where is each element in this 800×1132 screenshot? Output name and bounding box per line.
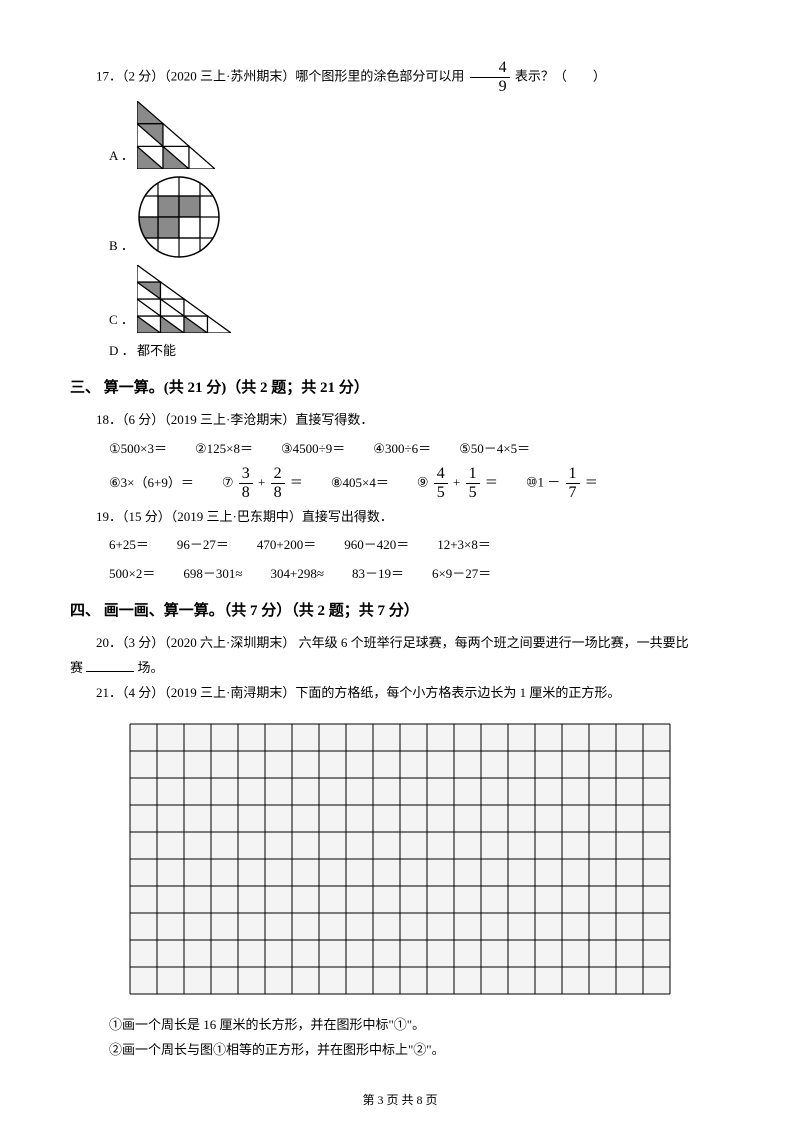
- q17-fraction: 4 9: [470, 60, 510, 95]
- q17-option-b: B ．: [70, 175, 730, 259]
- q20-line2: 赛 场。: [70, 656, 730, 681]
- q18-e1: ①500×3＝: [109, 437, 167, 462]
- q17-option-a: A ．: [70, 101, 730, 169]
- opt-d-label: D ．: [109, 339, 137, 364]
- q21-grid: [70, 723, 730, 995]
- opt-a-label: A ．: [109, 144, 137, 169]
- q19-e6: 500×2＝: [109, 562, 155, 587]
- q19-e1: 6+25＝: [109, 533, 149, 558]
- q18-e7-f1: 38: [239, 466, 253, 501]
- q18-e9-f1: 45: [434, 466, 448, 501]
- q19-stem: 19．（15 分）（2019 三上·巴东期中）直接写出得数．: [70, 505, 730, 530]
- opt-c-label: C ．: [109, 308, 137, 333]
- opt-b-label: B ．: [109, 234, 137, 259]
- triangle-a-icon: [137, 101, 215, 169]
- q21-stem: 21．（4 分）（2019 三上·南浔期末）下面的方格纸，每个小方格表示边长为 …: [70, 681, 730, 706]
- page-footer: 第 3 页 共 8 页: [0, 1091, 800, 1108]
- q18-e6: ⑥3×（6+9）＝: [109, 471, 194, 496]
- circle-grid-icon: [137, 175, 221, 259]
- q18-e8: ⑧405×4＝: [331, 471, 389, 496]
- q18-row1: ①500×3＝ ②125×8＝ ③4500÷9＝ ④300÷6＝ ⑤50－4×5…: [70, 437, 730, 462]
- q20-blank[interactable]: [86, 659, 134, 672]
- q18-e10: ⑩1 － 17 ＝: [526, 466, 598, 501]
- q19-row1: 6+25＝ 96－27＝ 470+200＝ 960－420＝ 12+3×8＝: [70, 533, 730, 558]
- q17-option-c: C ．: [70, 265, 730, 333]
- q20-line1: 20．（3 分）（2020 六上·深圳期末） 六年级 6 个班举行足球赛，每两个…: [70, 631, 730, 656]
- triangle-c-icon: [137, 265, 231, 333]
- q18-row2: ⑥3×（6+9）＝ ⑦ 38 + 28 ＝ ⑧405×4＝ ⑨ 45 + 15 …: [70, 466, 730, 501]
- q18-e7-f2: 28: [271, 466, 285, 501]
- q19-row2: 500×2＝ 698－301≈ 304+298≈ 83－19＝ 6×9－27＝: [70, 562, 730, 587]
- grid-icon: [129, 723, 671, 995]
- q18-e3: ③4500÷9＝: [281, 437, 345, 462]
- q18-e9: ⑨ 45 + 15 ＝: [417, 466, 498, 501]
- exam-page: 17．（2 分）（2020 三上·苏州期末）哪个图形里的涂色部分可以用 4 9 …: [0, 0, 800, 1093]
- q18-e2: ②125×8＝: [195, 437, 253, 462]
- opt-d-text: 都不能: [137, 339, 176, 364]
- q21-sub2: ②画一个周长与图①相等的正方形，并在图形中标上"②"。: [70, 1038, 730, 1063]
- q19-e8: 304+298≈: [270, 562, 323, 587]
- q18-e7: ⑦ 38 + 28 ＝: [222, 466, 303, 501]
- q18-e4: ④300÷6＝: [373, 437, 431, 462]
- q19-e9: 83－19＝: [352, 562, 404, 587]
- q18-e10-f: 17: [566, 466, 580, 501]
- q19-e2: 96－27＝: [177, 533, 229, 558]
- q18-stem: 18．（6 分）（2019 三上·李沧期末）直接写得数．: [70, 408, 730, 433]
- q19-e3: 470+200＝: [257, 533, 316, 558]
- section-4-heading: 四、 画一画、算一算。（共 7 分）（共 2 题；共 7 分）: [70, 597, 730, 626]
- section-3-heading: 三、 算一算。(共 21 分)（共 2 题；共 21 分）: [70, 374, 730, 403]
- q17-stem: 17．（2 分）（2020 三上·苏州期末）哪个图形里的涂色部分可以用 4 9 …: [70, 60, 730, 95]
- q19-e4: 960－420＝: [344, 533, 409, 558]
- q19-e7: 698－301≈: [183, 562, 242, 587]
- q18-e9-f2: 15: [466, 466, 480, 501]
- q21-sub1: ①画一个周长是 16 厘米的长方形，并在图形中标"①"。: [70, 1013, 730, 1038]
- q19-e5: 12+3×8＝: [437, 533, 491, 558]
- q17-text: 17．（2 分）（2020 三上·苏州期末）哪个图形里的涂色部分可以用: [96, 68, 464, 83]
- q19-e10: 6×9－27＝: [432, 562, 491, 587]
- q17-option-d: D ． 都不能: [70, 339, 730, 364]
- q18-e5: ⑤50－4×5＝: [459, 437, 530, 462]
- q17-tail: 表示？（ ）: [515, 68, 606, 83]
